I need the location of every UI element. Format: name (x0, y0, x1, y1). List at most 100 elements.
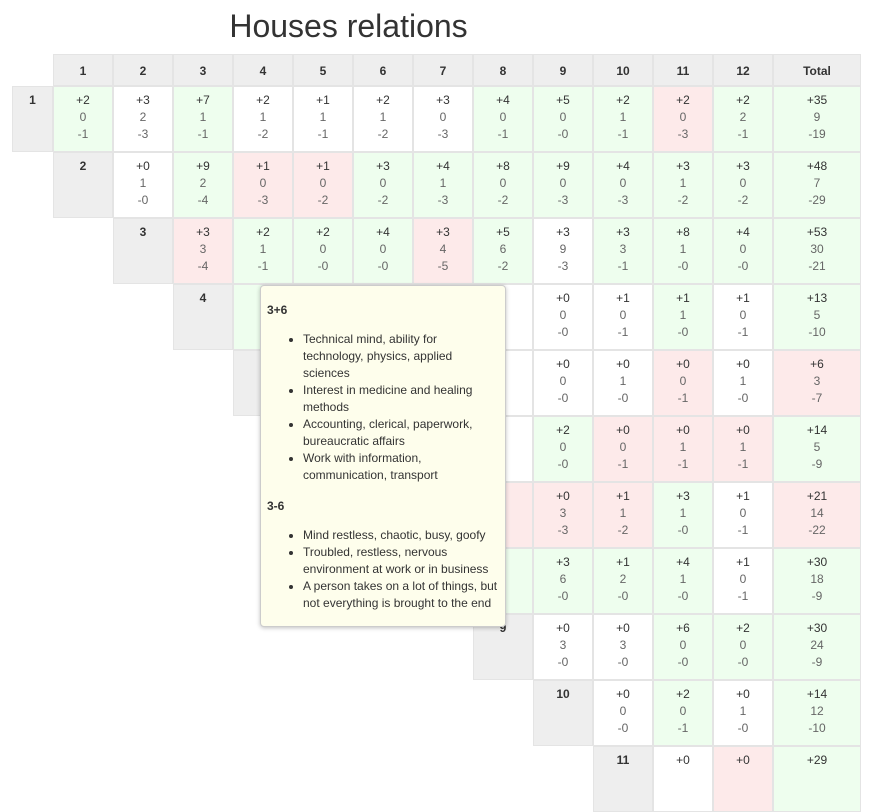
cell-value: -4 (197, 193, 209, 207)
cell-value: +2 (376, 93, 390, 107)
cell: +8 1 -0 (653, 218, 713, 284)
cell-value: 0 (559, 440, 567, 454)
cell-value: 0 (379, 242, 387, 256)
cell: +0 1 -0 (113, 152, 173, 218)
cell-value: -0 (737, 655, 749, 669)
cell-value: -0 (557, 391, 569, 405)
cell-value: -0 (377, 259, 389, 273)
cell-value: -2 (497, 259, 509, 273)
cell-value: +4 (736, 225, 750, 239)
cell-value: 1 (679, 308, 687, 322)
cell-value: +13 (806, 291, 828, 305)
cell: +1 0 -1 (713, 284, 773, 350)
cell: +4 1 -3 (413, 152, 473, 218)
cell-value: +2 (676, 687, 690, 701)
cell: +2 2 -1 (713, 86, 773, 152)
cell-value: +8 (496, 159, 510, 173)
cell: +5 0 -0 (533, 86, 593, 152)
cell-value: 2 (139, 110, 147, 124)
cell-value: -10 (808, 721, 826, 735)
cell-value: +6 (676, 621, 690, 635)
cell-value: 1 (739, 440, 747, 454)
column-header: 5 (293, 54, 353, 86)
cell-value: 14 (810, 506, 824, 520)
cell: +30 18 -9 (773, 548, 861, 614)
cell: +0 0 -1 (653, 350, 713, 416)
cell: +1 1 -1 (293, 86, 353, 152)
cell-value: +2 (256, 93, 270, 107)
tooltip-item: A person takes on a lot of things, but n… (303, 578, 499, 612)
cell-value: 1 (199, 110, 207, 124)
cell-value: +0 (616, 357, 630, 371)
cell: +30 24 -9 (773, 614, 861, 680)
cell-value: -0 (317, 259, 329, 273)
cell-value: -2 (737, 193, 749, 207)
cell-value: 0 (499, 176, 507, 190)
cell-value: 6 (559, 572, 567, 586)
cell-value: -0 (677, 259, 689, 273)
cell: +1 0 -1 (713, 548, 773, 614)
cell-value: +3 (736, 159, 750, 173)
cell: +0 1 -1 (653, 416, 713, 482)
cell-value: +3 (436, 225, 450, 239)
cell-value: -3 (557, 193, 569, 207)
cell-value: 0 (739, 572, 747, 586)
cell: +3 3 -1 (593, 218, 653, 284)
cell-value: 1 (679, 176, 687, 190)
cell-value: +1 (736, 489, 750, 503)
cell-value: +4 (676, 555, 690, 569)
tooltip-item: Mind restless, chaotic, busy, goofy (303, 527, 499, 544)
cell-value: +2 (76, 93, 90, 107)
cell-value: +4 (436, 159, 450, 173)
cell-value: +2 (736, 93, 750, 107)
column-header: Total (773, 54, 861, 86)
cell-value: -1 (677, 721, 689, 735)
cell-value: +2 (616, 93, 630, 107)
column-header: 4 (233, 54, 293, 86)
cell-value: 0 (679, 110, 687, 124)
cell-value: -0 (737, 391, 749, 405)
cell-value: -1 (677, 457, 689, 471)
cell-value: 1 (619, 374, 627, 388)
cell-value: 1 (679, 440, 687, 454)
cell-value: +14 (806, 423, 828, 437)
cell-value: -0 (677, 523, 689, 537)
tooltip-list: Mind restless, chaotic, busy, goofyTroub… (267, 527, 499, 612)
cell-value: -2 (257, 127, 269, 141)
cell-value: -1 (737, 325, 749, 339)
cell-value: +2 (556, 423, 570, 437)
cell: +0 0 -0 (533, 350, 593, 416)
cell-value: 3 (199, 242, 207, 256)
cell-value: -3 (557, 259, 569, 273)
cell-value: +7 (196, 93, 210, 107)
cell: +2 0 -3 (653, 86, 713, 152)
cell-value: +4 (616, 159, 630, 173)
cell-value: +3 (556, 555, 570, 569)
cell: +1 1 -2 (593, 482, 653, 548)
cell-value: 0 (319, 242, 327, 256)
cell-value: +1 (316, 159, 330, 173)
cell: +14 5 -9 (773, 416, 861, 482)
cell: +35 9 -19 (773, 86, 861, 152)
cell: +2 1 -2 (353, 86, 413, 152)
cell-value: +1 (316, 93, 330, 107)
cell: +0 1 -1 (713, 416, 773, 482)
cell-value: +4 (496, 93, 510, 107)
tooltip-item: Interest in medicine and healing methods (303, 382, 499, 416)
cell: +0 3 -0 (533, 614, 593, 680)
cell-value: 9 (559, 242, 567, 256)
cell-value: -0 (557, 457, 569, 471)
cell-value: +0 (616, 687, 630, 701)
cell: +1 0 -1 (593, 284, 653, 350)
cell-value: 1 (619, 506, 627, 520)
cell: +1 0 -1 (713, 482, 773, 548)
cell-value: +0 (616, 621, 630, 635)
cell-value: 0 (619, 440, 627, 454)
cell-value: +3 (556, 225, 570, 239)
column-header: 12 (713, 54, 773, 86)
cell-value: -0 (617, 589, 629, 603)
cell-value: +3 (436, 93, 450, 107)
cell-value: 0 (679, 374, 687, 388)
cell-value: 0 (679, 704, 687, 718)
cell-value: 6 (499, 242, 507, 256)
